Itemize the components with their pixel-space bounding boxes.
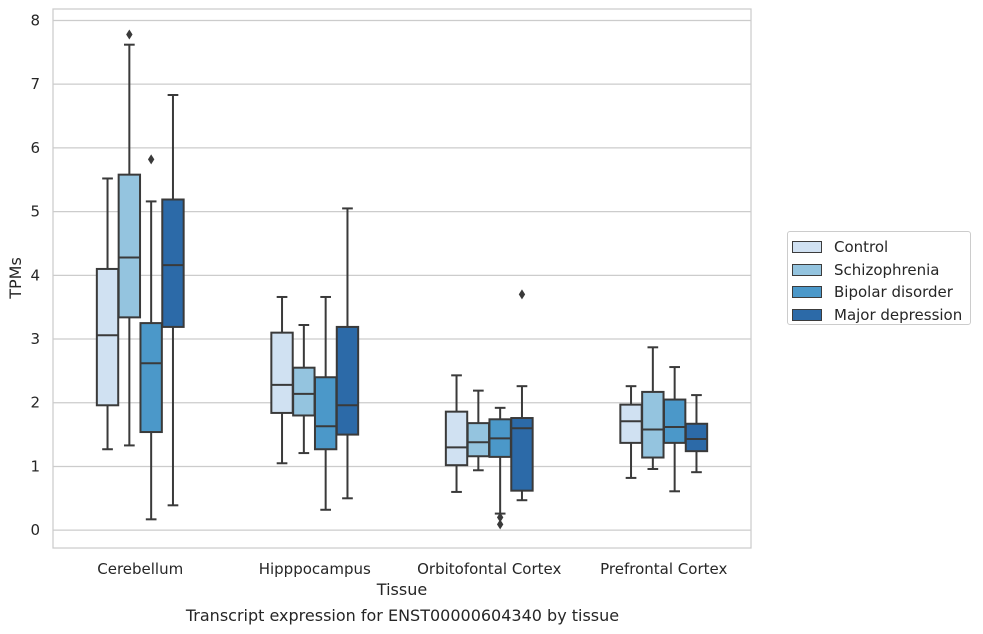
- y-tick-label: 2: [30, 394, 40, 412]
- box-major-depression: [335, 207, 360, 500]
- outlier-marker: [518, 289, 526, 300]
- box-bipolar-disorder: [488, 406, 512, 530]
- iqr-box: [335, 325, 360, 436]
- x-tick-labels: Cerebellum Hipppocampus Orbitofontal Corte…: [97, 560, 727, 578]
- legend-item-control: Control: [792, 236, 970, 259]
- iqr-box: [619, 403, 643, 444]
- outlier-marker: [147, 154, 155, 165]
- x-tick-label: Prefrontal Cortex: [600, 560, 727, 578]
- legend-label: Control: [834, 238, 889, 257]
- legend-item-schizophrenia: Schizophrenia: [792, 259, 970, 282]
- box-major-depression: [510, 289, 534, 502]
- legend-label: Schizophrenia: [834, 260, 940, 279]
- legend-swatch-schizophrenia: [792, 263, 822, 276]
- iqr-box: [684, 422, 709, 453]
- legend-label: Bipolar disorder: [834, 283, 953, 302]
- boxes-layer: [95, 29, 709, 530]
- box-schizophrenia: [641, 346, 665, 470]
- plot-frame: [52, 8, 752, 549]
- iqr-box: [117, 173, 142, 319]
- box-bipolar-disorder: [139, 154, 163, 521]
- box-bipolar-disorder: [313, 295, 338, 511]
- y-tick-label: 1: [30, 457, 40, 475]
- iqr-box: [510, 417, 534, 492]
- box-major-depression: [161, 94, 185, 507]
- y-tick-label: 7: [30, 75, 40, 93]
- y-tick-label: 6: [30, 139, 40, 157]
- iqr-box: [161, 198, 185, 328]
- figure-caption: Transcript expression for ENST0000060434…: [185, 606, 620, 625]
- outlier-marker: [496, 519, 504, 530]
- box-major-depression: [684, 394, 709, 474]
- gridlines: [53, 19, 751, 531]
- legend-item-major-depression: Major depression: [792, 304, 970, 327]
- box-schizophrenia: [117, 29, 142, 447]
- iqr-box: [313, 376, 338, 451]
- box-schizophrenia: [466, 389, 491, 472]
- legend-swatch-major-depression: [792, 308, 822, 321]
- x-tick-label: Cerebellum: [97, 560, 183, 578]
- box-bipolar-disorder: [662, 366, 687, 493]
- x-axis-label: Tissue: [376, 580, 427, 599]
- x-tick-label: Hipppocampus: [259, 560, 371, 578]
- legend: Control Schizophrenia Bipolar disorder M…: [787, 231, 971, 325]
- outlier-marker: [126, 29, 133, 40]
- iqr-box: [139, 322, 163, 434]
- box-control: [95, 177, 120, 451]
- legend-item-bipolar-disorder: Bipolar disorder: [792, 281, 970, 304]
- y-tick-label: 5: [30, 203, 40, 221]
- legend-swatch-bipolar-disorder: [792, 286, 822, 299]
- iqr-box: [95, 267, 120, 407]
- y-tick-label: 0: [30, 521, 40, 539]
- iqr-box: [270, 331, 294, 414]
- iqr-box: [292, 366, 316, 417]
- y-tick-label: 8: [30, 11, 40, 29]
- legend-swatch-control: [792, 241, 822, 254]
- y-tick-labels: 0 1 2 3 4 5 6 7 8: [30, 11, 40, 539]
- iqr-box: [444, 410, 469, 467]
- legend-label: Major depression: [834, 305, 963, 324]
- y-tick-label: 3: [30, 330, 40, 348]
- y-axis-label: TPMs: [6, 257, 25, 300]
- iqr-box: [662, 398, 687, 444]
- iqr-box: [466, 422, 491, 458]
- x-tick-label: Orbitofontal Cortex: [417, 560, 561, 578]
- box-control: [444, 374, 469, 493]
- y-tick-label: 4: [30, 266, 40, 284]
- plot-background: [53, 9, 751, 548]
- outlier-marker: [496, 512, 504, 523]
- iqr-box: [641, 390, 665, 459]
